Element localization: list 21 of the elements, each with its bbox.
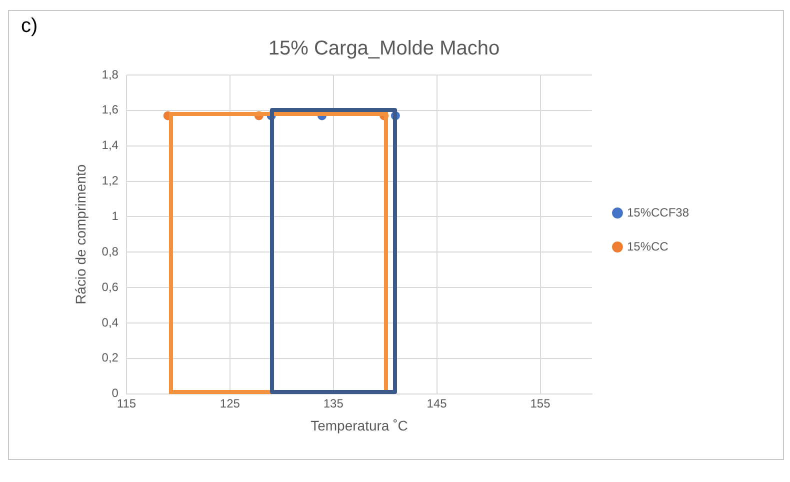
y-axis-title: Rácio de comprimento [72, 164, 88, 304]
x-tick-label: 155 [530, 396, 551, 410]
y-tick-label: 1 [112, 209, 119, 223]
legend-label: 15%CCF38 [626, 205, 690, 220]
legend-label: 15%CC [626, 239, 669, 254]
y-tick-label: 0 [112, 386, 119, 400]
y-tick-label: 0,8 [102, 244, 119, 258]
text: c) [21, 15, 38, 38]
x-tick-label: 145 [426, 396, 448, 410]
y-tick-label: 0,4 [102, 315, 119, 330]
x-tick-label: 125 [220, 396, 240, 410]
y-tick-label: 0,6 [102, 280, 119, 294]
y-tick-label: 1,2 [102, 174, 119, 188]
y-tick-label: 1,8 [102, 67, 119, 82]
y-tick-label: 1,4 [102, 138, 119, 152]
x-axis-title: Temperatura ˚C [310, 417, 408, 434]
chart-title: 15% Carga_Molde Macho [268, 38, 500, 60]
y-tick-label: 0,2 [102, 350, 119, 365]
x-tick-label: 135 [323, 396, 344, 410]
x-tick-label: 115 [116, 396, 136, 410]
y-tick-label: 1,6 [102, 102, 119, 117]
